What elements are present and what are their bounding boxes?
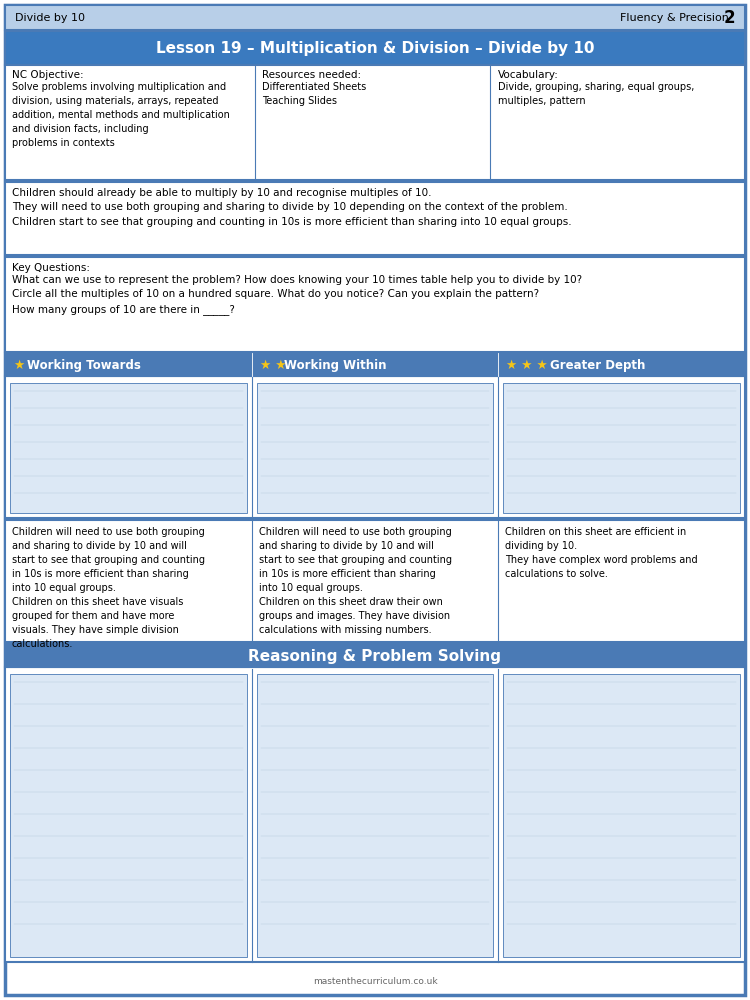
Text: Working Towards: Working Towards — [27, 359, 141, 371]
Bar — [5, 644, 745, 667]
Text: ★: ★ — [13, 359, 24, 371]
Bar — [503, 674, 740, 957]
Text: Lesson 19 – Multiplication & Division – Divide by 10: Lesson 19 – Multiplication & Division – … — [156, 40, 594, 55]
Bar — [5, 520, 745, 642]
Bar — [5, 5, 745, 30]
Text: Children on this sheet are efficient in
dividing by 10.
They have complex word p: Children on this sheet are efficient in … — [506, 527, 698, 579]
Bar — [5, 257, 745, 352]
Text: Divide, grouping, sharing, equal groups,
multiples, pattern: Divide, grouping, sharing, equal groups,… — [498, 82, 694, 106]
Bar — [256, 383, 494, 513]
Bar — [5, 65, 745, 180]
Text: Vocabulary:: Vocabulary: — [498, 70, 559, 80]
Text: Key Questions:: Key Questions: — [12, 263, 90, 273]
Bar — [5, 667, 745, 962]
Text: Working Within: Working Within — [284, 359, 386, 371]
Text: mastenthecurriculum.co.uk: mastenthecurriculum.co.uk — [313, 978, 437, 986]
Bar — [503, 383, 740, 513]
Text: What can we use to represent the problem? How does knowing your 10 times table h: What can we use to represent the problem… — [12, 275, 582, 315]
Text: 2: 2 — [723, 9, 735, 27]
Bar — [5, 31, 745, 65]
Bar — [5, 353, 745, 376]
Text: Children should already be able to multiply by 10 and recognise multiples of 10.: Children should already be able to multi… — [12, 188, 572, 227]
Text: Children will need to use both grouping
and sharing to divide by 10 and will
sta: Children will need to use both grouping … — [259, 527, 452, 635]
Bar — [10, 674, 247, 957]
Text: ★ ★ ★: ★ ★ ★ — [506, 359, 548, 371]
Text: NC Objective:: NC Objective: — [12, 70, 84, 80]
Bar — [10, 383, 247, 513]
Text: ★ ★: ★ ★ — [260, 359, 286, 371]
Bar — [5, 182, 745, 255]
Text: Children will need to use both grouping
and sharing to divide by 10 and will
sta: Children will need to use both grouping … — [12, 527, 205, 649]
Bar — [5, 376, 745, 518]
Bar — [256, 674, 494, 957]
Text: Reasoning & Problem Solving: Reasoning & Problem Solving — [248, 648, 502, 664]
Text: Fluency & Precision: Fluency & Precision — [620, 13, 729, 23]
Text: Greater Depth: Greater Depth — [550, 359, 646, 371]
Text: Differentiated Sheets
Teaching Slides: Differentiated Sheets Teaching Slides — [262, 82, 366, 106]
Text: Solve problems involving multiplication and
division, using materials, arrays, r: Solve problems involving multiplication … — [12, 82, 229, 148]
Text: Divide by 10: Divide by 10 — [15, 13, 85, 23]
Text: Resources needed:: Resources needed: — [262, 70, 362, 80]
